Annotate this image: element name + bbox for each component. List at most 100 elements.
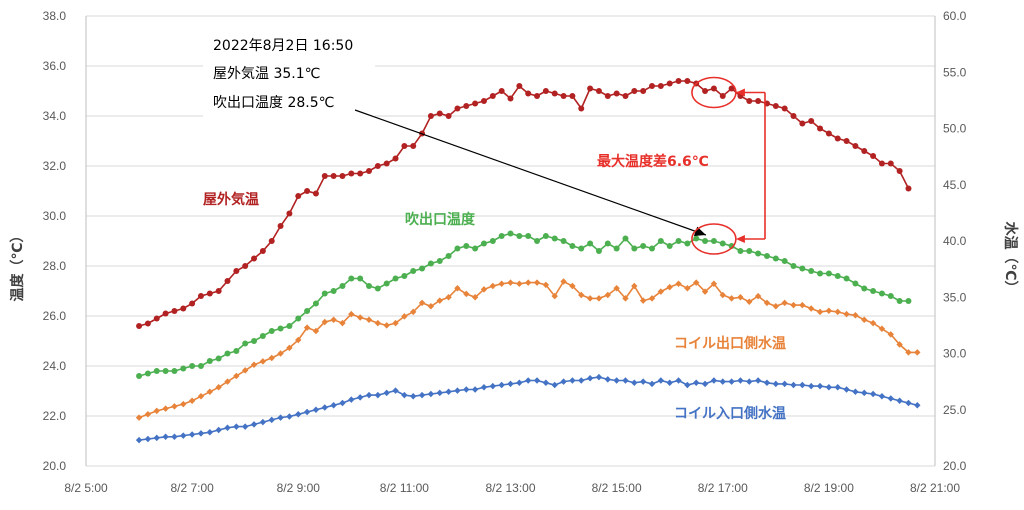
data-point xyxy=(631,88,638,94)
data-point xyxy=(392,319,399,327)
data-point xyxy=(825,270,832,277)
data-point xyxy=(816,308,824,316)
data-point xyxy=(339,399,346,407)
data-point xyxy=(763,299,771,307)
data-point xyxy=(162,405,169,412)
data-point xyxy=(374,163,381,169)
data-point xyxy=(878,325,886,332)
data-point xyxy=(737,294,744,301)
data-point xyxy=(401,273,408,279)
callout-outlet-temp: 吹出口温度 28.5℃ xyxy=(213,95,334,111)
data-point xyxy=(763,379,771,386)
x-tick-label: 8/2 13:00 xyxy=(485,481,535,495)
data-point xyxy=(551,292,558,300)
y-tick-label: 34.0 xyxy=(43,109,67,123)
data-point xyxy=(657,288,665,295)
series-layer xyxy=(135,78,921,444)
data-point xyxy=(516,280,523,287)
data-point xyxy=(436,297,443,304)
data-point xyxy=(410,308,417,316)
data-point xyxy=(392,155,399,162)
data-point xyxy=(463,290,470,298)
data-point xyxy=(427,390,435,398)
data-point xyxy=(259,418,267,426)
data-point xyxy=(560,278,567,285)
data-point xyxy=(303,408,311,416)
data-point xyxy=(171,403,178,410)
callout-box: 2022年8月2日 16:50 屋外気温 35.1℃ 吹出口温度 28.5℃ xyxy=(203,28,375,120)
data-point xyxy=(772,255,779,262)
data-point xyxy=(356,314,364,321)
data-point xyxy=(569,377,576,384)
y-tick-label: 38.0 xyxy=(43,9,67,23)
data-point xyxy=(251,255,258,262)
x-tick-label: 8/2 21:00 xyxy=(910,481,960,495)
data-point xyxy=(489,93,496,99)
data-point xyxy=(569,93,576,99)
data-point xyxy=(321,404,328,411)
data-point xyxy=(498,280,505,287)
data-point xyxy=(215,288,222,294)
data-point xyxy=(905,399,912,407)
data-point xyxy=(861,389,868,397)
data-point xyxy=(436,389,443,397)
data-point xyxy=(551,381,558,389)
data-point xyxy=(675,377,682,384)
data-point xyxy=(807,305,815,312)
data-point xyxy=(896,341,903,348)
data-point xyxy=(206,429,214,436)
x-tick-label: 8/2 17:00 xyxy=(698,481,748,495)
data-point xyxy=(542,379,550,386)
data-point xyxy=(870,153,877,159)
data-point xyxy=(657,83,664,89)
data-point xyxy=(392,275,399,282)
series-1 xyxy=(136,230,912,379)
data-point xyxy=(914,349,921,356)
data-point xyxy=(622,93,629,99)
data-point xyxy=(171,433,178,440)
data-point xyxy=(525,90,532,97)
data-point xyxy=(277,350,284,357)
data-point xyxy=(710,377,718,384)
data-point xyxy=(684,78,691,84)
data-point xyxy=(498,88,505,94)
data-point xyxy=(224,350,231,357)
data-point xyxy=(878,290,885,297)
data-point xyxy=(250,361,258,368)
data-point xyxy=(808,268,815,274)
data-point xyxy=(551,235,558,242)
data-point xyxy=(887,331,894,338)
data-point xyxy=(348,275,355,282)
data-point xyxy=(401,143,408,149)
series-2 xyxy=(135,278,921,421)
data-point xyxy=(737,377,744,384)
data-point xyxy=(144,320,151,327)
data-point xyxy=(710,238,717,244)
data-point xyxy=(259,248,266,254)
data-point xyxy=(710,85,717,92)
series-0 xyxy=(136,78,912,329)
data-point xyxy=(843,275,850,282)
data-point xyxy=(843,138,850,144)
data-point xyxy=(710,280,718,287)
data-point xyxy=(383,280,390,287)
data-point xyxy=(640,88,647,94)
bracket-arrow-top xyxy=(735,88,745,97)
data-point xyxy=(675,238,682,244)
data-point xyxy=(366,168,372,174)
data-point xyxy=(286,323,293,329)
data-point xyxy=(834,308,841,316)
data-point xyxy=(498,233,505,239)
data-point xyxy=(516,233,523,239)
data-point xyxy=(693,235,700,242)
data-point xyxy=(277,223,284,229)
data-point xyxy=(312,300,319,307)
x-tick-label: 8/2 5:00 xyxy=(64,481,108,495)
x-axis-ticks: 8/2 5:00 8/2 7:00 8/2 9:00 8/2 11:00 8/2 13:… xyxy=(64,481,960,495)
data-point xyxy=(135,436,143,444)
data-point xyxy=(905,349,912,356)
data-point xyxy=(595,248,602,254)
data-point xyxy=(578,245,585,252)
data-point xyxy=(374,285,381,292)
